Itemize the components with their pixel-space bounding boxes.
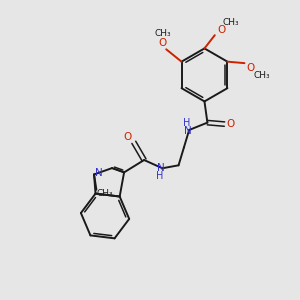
Text: CH₃: CH₃ (253, 71, 270, 80)
Text: CH₃: CH₃ (154, 29, 171, 38)
Text: N: N (157, 163, 165, 173)
Text: N: N (94, 168, 102, 178)
Text: N: N (184, 126, 192, 136)
Text: O: O (158, 38, 166, 48)
Text: O: O (217, 25, 225, 35)
Text: H: H (183, 118, 190, 128)
Text: O: O (247, 63, 255, 74)
Text: O: O (123, 132, 131, 142)
Text: O: O (227, 119, 235, 129)
Text: CH₃: CH₃ (223, 18, 239, 27)
Text: CH₃: CH₃ (96, 189, 113, 198)
Text: H: H (156, 171, 164, 181)
